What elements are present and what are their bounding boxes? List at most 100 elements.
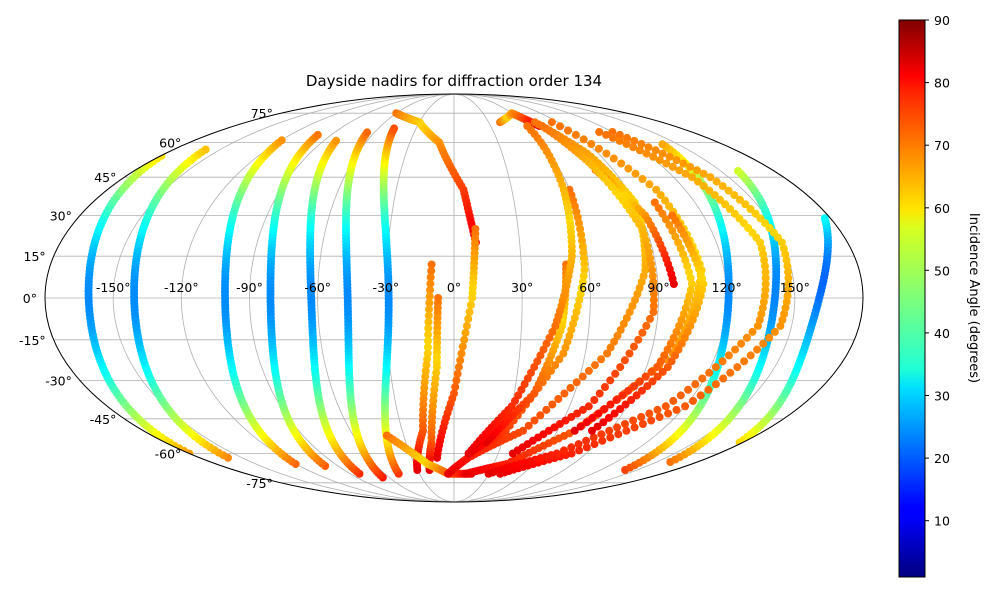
data-point — [621, 400, 630, 409]
data-point — [423, 355, 432, 364]
data-point — [760, 256, 769, 265]
data-point — [313, 130, 322, 139]
data-point — [731, 345, 740, 354]
data-point — [578, 242, 587, 251]
data-point — [677, 315, 686, 324]
data-point — [588, 413, 597, 422]
data-point — [576, 422, 585, 431]
colorbar-tick-label: 50 — [934, 263, 950, 278]
data-point — [637, 386, 646, 395]
data-point — [648, 266, 657, 275]
latitude-tick-label: 15° — [24, 249, 46, 264]
data-point — [424, 311, 433, 320]
data-point — [761, 280, 770, 288]
data-point — [746, 205, 755, 213]
data-point — [624, 386, 633, 395]
data-point — [718, 357, 727, 366]
data-point — [524, 421, 533, 430]
data-point — [618, 391, 627, 400]
data-point — [620, 356, 629, 365]
data-point — [666, 339, 675, 348]
data-point — [679, 159, 688, 168]
data-point — [602, 130, 611, 139]
data-point — [646, 314, 654, 323]
data-point — [647, 260, 656, 269]
data-point — [653, 363, 662, 372]
data-point — [688, 315, 697, 324]
data-point — [647, 367, 656, 376]
data-point — [587, 140, 596, 148]
data-point — [605, 426, 614, 435]
data-point — [683, 262, 692, 271]
data-point — [613, 423, 622, 432]
data-point — [551, 361, 560, 370]
data-point — [645, 180, 654, 189]
data-point — [576, 290, 585, 298]
colorbar-tick-label: 70 — [934, 138, 950, 153]
data-point — [733, 363, 742, 372]
data-point — [656, 357, 665, 366]
data-point — [665, 202, 674, 211]
data-point — [630, 382, 639, 391]
data-point — [652, 185, 661, 194]
data-point — [669, 396, 678, 405]
data-point — [696, 391, 705, 400]
data-point — [742, 333, 751, 342]
data-point — [530, 416, 539, 425]
data-point — [560, 446, 568, 455]
data-point — [748, 327, 757, 336]
data-point — [668, 162, 677, 171]
data-point — [630, 342, 638, 351]
data-point — [584, 402, 593, 411]
data-point — [584, 366, 593, 375]
data-point — [579, 135, 588, 144]
longitude-tick-label: -90° — [236, 280, 263, 295]
data-point — [610, 337, 619, 346]
data-point — [556, 122, 564, 131]
data-point — [631, 169, 640, 178]
data-point — [582, 443, 591, 452]
data-point — [635, 284, 644, 292]
data-point — [681, 402, 690, 411]
data-point — [684, 385, 693, 394]
latitude-tick-label: -75° — [246, 476, 273, 491]
data-point — [691, 380, 700, 389]
data-point — [698, 374, 707, 383]
colorbar-tick-label: 90 — [934, 13, 950, 28]
data-point — [575, 296, 584, 304]
data-point — [676, 391, 685, 400]
data-point — [643, 382, 652, 391]
data-point — [616, 363, 625, 372]
data-point — [658, 140, 667, 149]
data-point — [735, 195, 744, 204]
longitude-tick-label: 150° — [780, 280, 810, 295]
longitude-labels: -150° -120° -90° -60° -30° 0° 30° 60° 90° 120° 150… — [96, 280, 810, 295]
data-point — [615, 130, 624, 139]
data-point — [672, 156, 681, 165]
data-point — [646, 254, 655, 263]
data-point — [390, 124, 399, 133]
data-point — [569, 319, 578, 328]
data-point — [536, 411, 545, 420]
colorbar-tick-label: 10 — [934, 514, 950, 529]
data-point — [633, 290, 642, 298]
data-point — [574, 440, 583, 449]
data-point — [589, 433, 598, 442]
data-point — [567, 443, 576, 452]
data-point — [453, 369, 462, 378]
data-point — [426, 279, 435, 288]
data-point — [753, 345, 762, 354]
data-point — [610, 409, 619, 418]
data-point — [712, 177, 721, 186]
colorbar-tick-label: 40 — [934, 326, 950, 341]
data-point — [667, 357, 676, 366]
data-point — [606, 376, 615, 385]
longitude-tick-label: 30° — [511, 280, 533, 295]
colorbar — [898, 19, 926, 578]
data-point — [642, 149, 651, 158]
data-point — [612, 396, 621, 404]
data-point — [451, 383, 460, 391]
data-point — [579, 272, 588, 281]
data-point — [637, 278, 646, 286]
data-point — [602, 149, 611, 158]
